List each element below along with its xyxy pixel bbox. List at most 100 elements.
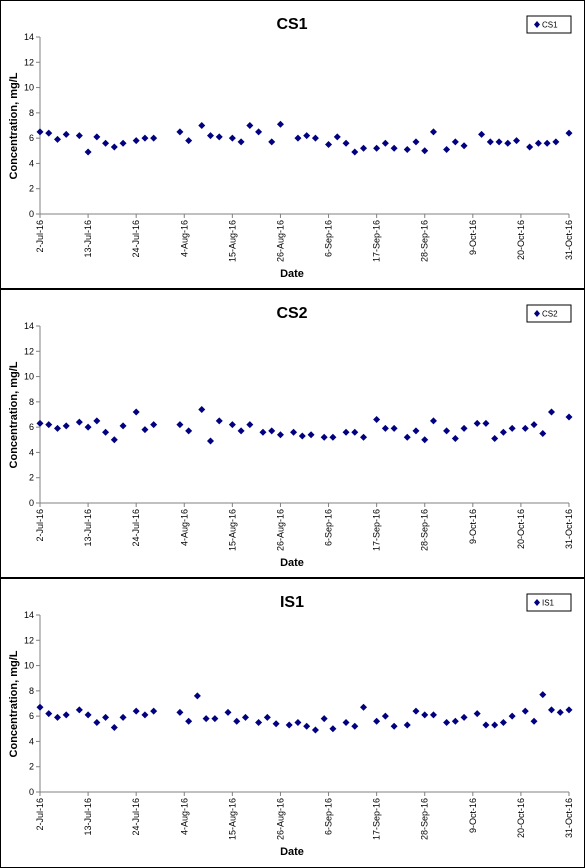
legend-marker xyxy=(534,599,540,606)
x-tick-label: 31-Oct-16 xyxy=(564,220,574,260)
data-point xyxy=(311,726,319,734)
data-point xyxy=(360,144,368,152)
data-point xyxy=(325,140,333,148)
data-point xyxy=(486,138,494,146)
data-point xyxy=(460,424,468,432)
data-point xyxy=(93,133,101,141)
data-point xyxy=(460,713,468,721)
data-point xyxy=(36,128,44,136)
data-point xyxy=(198,122,206,129)
data-point xyxy=(556,708,564,716)
data-point xyxy=(272,720,280,728)
data-point xyxy=(215,133,223,141)
data-point xyxy=(102,139,110,147)
data-point xyxy=(333,133,341,141)
y-axis-title: Concentration, mg/L xyxy=(8,72,20,179)
x-tick-label: 4-Aug-16 xyxy=(179,798,189,835)
data-point xyxy=(102,428,110,436)
data-point xyxy=(255,128,263,136)
data-point xyxy=(215,417,223,425)
y-tick-label: 8 xyxy=(29,108,34,118)
chart-panel-is1: IS1 0 2 4 6 8 10 12 14 2-Jul-16 13-Jul-16 24-Jul-16… xyxy=(0,578,585,868)
data-point xyxy=(75,418,83,426)
x-tick-label: 24-Jul-16 xyxy=(131,798,141,836)
x-tick-label: 6-Sep-16 xyxy=(324,798,334,835)
chart-is1: IS1 0 2 4 6 8 10 12 14 2-Jul-16 13-Jul-16 24-Jul-16… xyxy=(8,593,574,858)
y-tick-label: 6 xyxy=(29,133,34,143)
data-point xyxy=(412,707,420,715)
y-tick-label: 14 xyxy=(24,610,34,620)
data-point xyxy=(185,717,193,725)
data-point xyxy=(351,148,359,156)
y-tick-label: 4 xyxy=(29,158,34,168)
data-point xyxy=(62,422,70,430)
data-point xyxy=(421,147,429,155)
data-point xyxy=(228,421,236,429)
data-point xyxy=(565,129,573,137)
y-tick-label: 12 xyxy=(24,346,34,356)
legend-box xyxy=(526,593,572,612)
data-point xyxy=(202,715,210,723)
x-tick-label: 20-Oct-16 xyxy=(516,220,526,260)
y-tick-label: 6 xyxy=(29,422,34,432)
data-point xyxy=(150,134,158,142)
y-tick-label: 12 xyxy=(24,57,34,67)
data-point xyxy=(176,708,184,716)
data-point xyxy=(93,417,101,425)
data-point xyxy=(241,713,249,721)
data-point xyxy=(342,428,350,436)
data-point xyxy=(132,707,140,715)
y-tick-label: 14 xyxy=(24,321,34,331)
data-point xyxy=(237,427,245,435)
data-point xyxy=(75,706,83,714)
data-point xyxy=(110,143,118,151)
data-point xyxy=(552,138,560,146)
x-axis-title: Date xyxy=(280,846,304,858)
data-point xyxy=(508,424,516,432)
x-tick-label: 13-Jul-16 xyxy=(83,220,93,258)
y-tick-label: 6 xyxy=(29,711,34,721)
y-tick-label: 2 xyxy=(29,762,34,772)
data-point xyxy=(268,138,276,146)
y-axis-title: Concentration, mg/L xyxy=(8,361,20,468)
y-tick-label: 2 xyxy=(29,473,34,483)
data-point xyxy=(246,421,254,429)
data-point xyxy=(132,137,140,145)
data-point xyxy=(141,711,149,719)
data-point xyxy=(360,703,368,711)
data-point xyxy=(141,426,149,434)
data-point xyxy=(491,721,499,729)
data-point xyxy=(429,128,437,136)
y-tick-label: 10 xyxy=(24,372,34,382)
data-point xyxy=(132,408,140,416)
data-point xyxy=(307,431,315,439)
data-point xyxy=(421,436,429,444)
y-tick-label: 4 xyxy=(29,447,34,457)
data-point xyxy=(403,146,411,154)
y-tick-label: 0 xyxy=(29,498,34,508)
data-point xyxy=(303,722,311,730)
x-tick-label: 31-Oct-16 xyxy=(564,509,574,549)
y-tick-label: 2 xyxy=(29,184,34,194)
legend-marker xyxy=(534,310,540,317)
data-point xyxy=(534,139,542,147)
chart-title: CS2 xyxy=(276,305,307,322)
data-point xyxy=(342,718,350,726)
data-point xyxy=(482,721,490,729)
x-tick-label: 28-Sep-16 xyxy=(420,798,430,840)
data-point xyxy=(521,707,529,715)
x-tick-label: 4-Aug-16 xyxy=(179,220,189,257)
data-point xyxy=(119,713,127,721)
data-point xyxy=(285,721,293,729)
data-point xyxy=(403,433,411,441)
data-point xyxy=(390,722,398,730)
data-point xyxy=(141,134,149,142)
data-point xyxy=(303,132,311,140)
x-tick-label: 24-Jul-16 xyxy=(131,509,141,547)
data-point xyxy=(548,408,556,416)
data-point xyxy=(268,427,276,435)
data-point xyxy=(499,428,507,436)
data-point xyxy=(228,134,236,142)
data-point xyxy=(504,139,512,147)
data-point xyxy=(530,717,538,725)
